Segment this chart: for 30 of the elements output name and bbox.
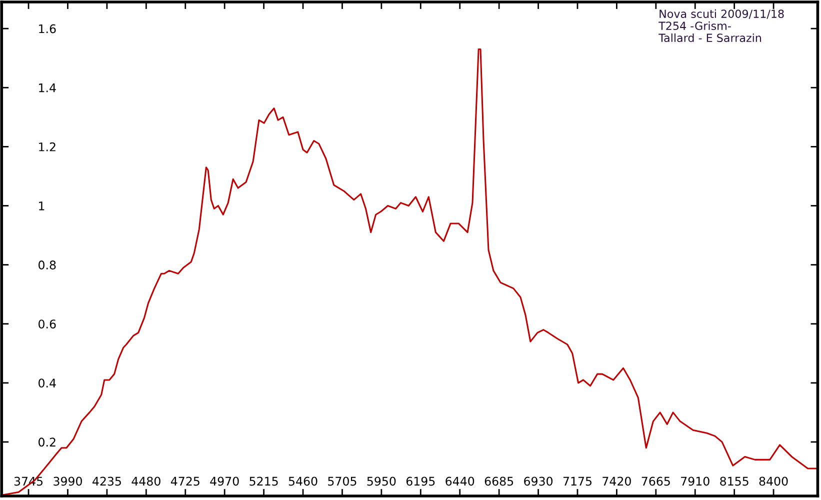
x-tick-label: 6685 — [484, 476, 514, 486]
x-tick-label: 8155 — [720, 476, 748, 486]
annotation: T254 -Grism- — [658, 21, 731, 30]
y-tick-label: 1.4 — [39, 84, 56, 92]
x-tick-label: 5705 — [328, 476, 356, 486]
x-tick-label: 7420 — [602, 476, 631, 486]
y-tick-label: 0.6 — [38, 320, 56, 329]
x-tick-label: 4235 — [92, 476, 121, 486]
x-tick-label: 8400 — [759, 476, 788, 486]
x-tick-label: 7665 — [642, 476, 670, 486]
annotation: Nova scuti 2009/11/18 — [660, 9, 784, 19]
x-tick-label: 6930 — [524, 476, 553, 486]
x-tick-label: 5950 — [367, 476, 396, 486]
annotation: Tallard - E Sarrazin — [658, 33, 762, 42]
x-tick-label: 3990 — [54, 476, 82, 486]
x-tick-label: 5215 — [250, 476, 278, 486]
x-tick-label: 4725 — [170, 476, 200, 486]
y-tick-label: 1.6 — [39, 24, 56, 34]
y-tick-label: 0.8 — [38, 260, 56, 270]
x-tick-label: 4480 — [132, 476, 160, 486]
x-tick-label: 7910 — [681, 476, 710, 486]
x-tick-label: 4970 — [210, 476, 239, 486]
y-tick-label: 0.2 — [38, 438, 56, 447]
x-tick-label: 6195 — [406, 476, 435, 486]
x-tick-label: 6440 — [446, 476, 474, 486]
y-tick-label: 0.4 — [38, 378, 56, 388]
y-tick-label: 1.2 — [39, 142, 56, 152]
x-tick-label: 5460 — [288, 476, 318, 486]
x-tick-label: 7175 — [563, 476, 592, 486]
y-tick-label: 1 — [39, 202, 44, 210]
